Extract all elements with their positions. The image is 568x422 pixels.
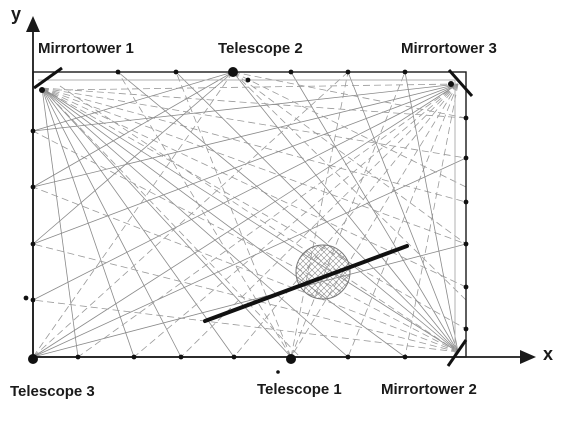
detector-dot xyxy=(23,295,29,301)
beam-line xyxy=(347,83,459,358)
beam-line xyxy=(41,87,135,358)
x-axis-arrowhead xyxy=(520,350,536,364)
beam-line xyxy=(404,83,459,358)
detector-dot xyxy=(402,69,408,75)
mirrortower-3-point xyxy=(448,81,454,87)
mirrortower-3-mirror xyxy=(447,69,474,97)
beam-line xyxy=(32,83,459,188)
detector-dot xyxy=(463,284,469,290)
beam-line xyxy=(133,83,459,358)
beam-line xyxy=(41,87,349,358)
beam-line xyxy=(32,71,234,245)
detector-dot xyxy=(75,354,81,360)
beam-line xyxy=(32,71,234,132)
detector-dot xyxy=(30,184,36,190)
beam-line xyxy=(41,87,235,358)
telescope-2-marker xyxy=(228,67,238,77)
mirrortower-1-point xyxy=(39,87,45,93)
telescope-1-label: Telescope 1 xyxy=(257,381,342,398)
mirrortower-1-mirror xyxy=(33,66,63,90)
beam-line xyxy=(41,87,459,353)
beam-line xyxy=(32,186,459,353)
beam-line xyxy=(232,71,467,119)
beam-line xyxy=(59,85,459,353)
beam-line xyxy=(32,83,459,132)
beam-line xyxy=(32,83,459,245)
beam-line xyxy=(32,83,459,301)
detector-dot xyxy=(30,297,36,303)
mirrortower-2-mirror xyxy=(446,339,468,367)
beam-line xyxy=(32,83,459,358)
detector-dot xyxy=(463,199,469,205)
mirrortower-1-label: Mirrortower 1 xyxy=(38,40,134,57)
target-object xyxy=(295,244,351,300)
beam-line xyxy=(32,71,234,358)
beam-line xyxy=(32,71,234,188)
detector-dot xyxy=(173,69,179,75)
y-axis-label: y xyxy=(11,4,22,24)
beam-line xyxy=(41,87,467,245)
beam-line xyxy=(32,130,459,353)
beam-line xyxy=(404,71,459,353)
detector-dot xyxy=(131,354,137,360)
beam-line xyxy=(41,87,467,159)
beam-line xyxy=(290,83,459,358)
beam-line xyxy=(117,71,459,353)
telescope-3-marker xyxy=(28,354,38,364)
detector-dot xyxy=(463,155,469,161)
beam-line xyxy=(41,87,182,358)
detector-dot xyxy=(115,69,121,75)
detector-dot xyxy=(245,77,251,83)
beam-line xyxy=(59,83,459,91)
telescope-1-marker xyxy=(286,354,296,364)
telescope-3-label: Telescope 3 xyxy=(10,383,95,400)
beam-line xyxy=(41,87,467,119)
beam-line xyxy=(77,83,459,358)
beam-line xyxy=(32,71,349,358)
detector-dot xyxy=(30,241,36,247)
detector-markers xyxy=(23,69,469,374)
beam-line xyxy=(32,243,459,353)
beam-line xyxy=(232,71,467,245)
beam-line xyxy=(117,71,292,358)
beam-line xyxy=(290,71,459,353)
beam-line xyxy=(41,87,301,358)
beam-line xyxy=(175,71,292,358)
detector-dot xyxy=(30,128,36,134)
mirrortower-2-label: Mirrortower 2 xyxy=(381,381,477,398)
detector-dot xyxy=(345,69,351,75)
detector-dot xyxy=(178,354,184,360)
beam-line xyxy=(41,87,292,358)
detector-dot xyxy=(463,326,469,332)
beam-line xyxy=(347,71,459,353)
y-axis-arrowhead xyxy=(26,16,40,32)
detector-dot xyxy=(463,115,469,121)
beam-line xyxy=(41,87,467,330)
beam-line xyxy=(290,71,349,358)
telescope-2-label: Telescope 2 xyxy=(218,40,303,57)
x-axis-label: x xyxy=(543,344,554,364)
beam-line xyxy=(290,71,406,358)
beam-paths xyxy=(32,71,467,358)
mirrortower-3-label: Mirrortower 3 xyxy=(401,40,497,57)
beam-line xyxy=(41,87,406,358)
beam-line xyxy=(41,87,79,358)
beam-line xyxy=(41,87,467,203)
beam-line xyxy=(175,71,459,353)
beam-line xyxy=(32,299,459,353)
beam-line xyxy=(32,243,467,358)
obstacle-bar xyxy=(203,244,409,323)
beam-line xyxy=(32,157,467,358)
detector-dot xyxy=(402,354,408,360)
beam-line xyxy=(232,71,459,353)
detector-dot xyxy=(345,354,351,360)
detector-dot xyxy=(276,370,280,374)
detector-dot xyxy=(288,69,294,75)
detector-dot xyxy=(463,241,469,247)
detector-dot xyxy=(231,354,237,360)
